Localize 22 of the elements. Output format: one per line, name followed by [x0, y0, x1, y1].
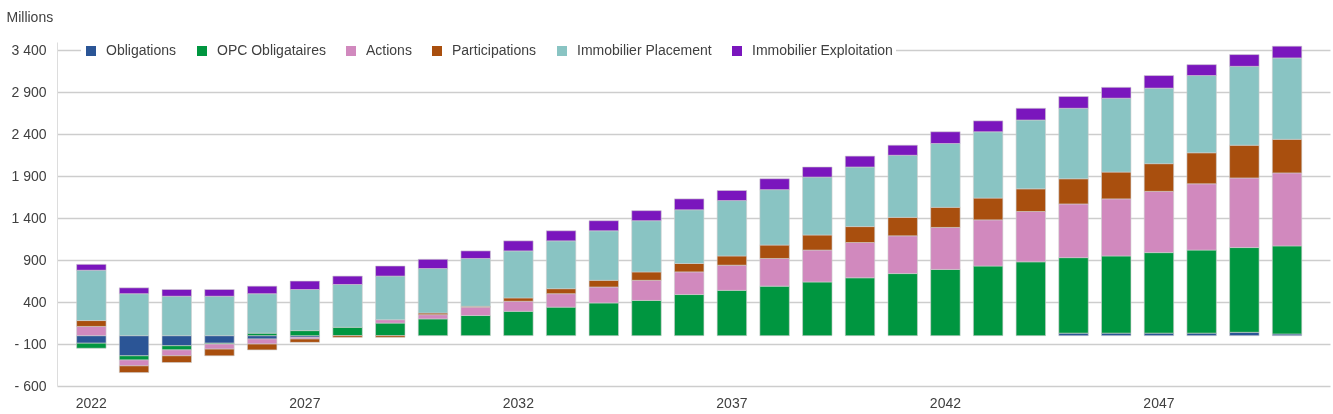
x-tick-label: 2037 [716, 394, 748, 411]
legend-label: Immobilier Exploitation [752, 42, 893, 58]
x-tick-label: 2027 [289, 394, 321, 411]
legend-label: Obligations [106, 42, 177, 58]
y-tick-label: 400 [23, 293, 47, 310]
legend-label: OPC Obligataires [217, 42, 326, 58]
y-tick-label: 3 400 [11, 41, 47, 58]
x-tick-label: 2022 [75, 394, 108, 411]
y-tick-label: - 600 [14, 377, 47, 394]
y-tick-label: 2 900 [11, 83, 47, 100]
x-tick-label: 2032 [502, 394, 535, 411]
legend-label: Immobilier Placement [577, 42, 712, 58]
y-tick-label: 1 900 [11, 167, 47, 184]
legend-label: Actions [366, 42, 412, 58]
y-tick-label: 1 400 [11, 209, 47, 226]
x-tick-label: 2042 [929, 394, 962, 411]
legend-label: Participations [452, 42, 537, 58]
y-axis-title: Millions [6, 8, 54, 25]
y-tick-label: - 100 [14, 335, 47, 352]
x-tick-label: 2047 [1143, 394, 1175, 411]
y-tick-label: 2 400 [11, 125, 47, 142]
y-tick-label: 900 [23, 251, 47, 268]
